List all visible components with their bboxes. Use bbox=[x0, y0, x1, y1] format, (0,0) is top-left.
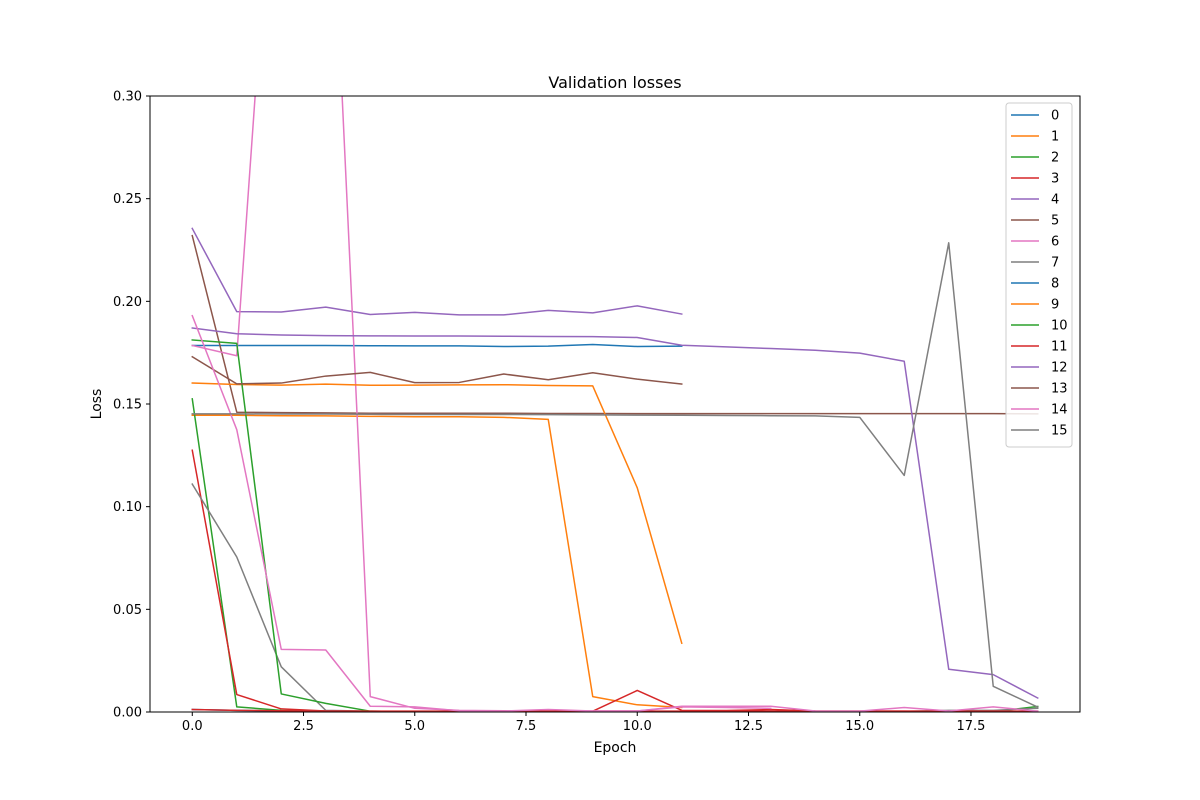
x-tick-label: 2.5 bbox=[293, 719, 314, 734]
y-tick-label: 0.00 bbox=[113, 706, 142, 721]
series-line-13 bbox=[191, 355, 683, 385]
series-line-9 bbox=[191, 382, 683, 645]
legend-label-13: 13 bbox=[1051, 382, 1068, 397]
plot-area bbox=[150, 96, 1080, 712]
legend-label-4: 4 bbox=[1051, 193, 1059, 208]
series-line-1 bbox=[191, 414, 683, 709]
x-axis-label: Epoch bbox=[594, 740, 637, 756]
y-tick-label: 0.25 bbox=[113, 192, 142, 207]
series-line-5 bbox=[191, 234, 1039, 415]
x-tick-label: 17.5 bbox=[957, 719, 986, 734]
legend-label-2: 2 bbox=[1051, 151, 1059, 166]
legend-label-1: 1 bbox=[1051, 130, 1059, 145]
x-tick-label: 7.5 bbox=[516, 719, 537, 734]
series-line-4 bbox=[191, 227, 683, 316]
series-line-0 bbox=[191, 343, 683, 348]
legend-label-7: 7 bbox=[1051, 256, 1059, 271]
legend-label-0: 0 bbox=[1051, 109, 1059, 124]
y-tick-label: 0.10 bbox=[113, 500, 142, 515]
legend-box bbox=[1005, 102, 1073, 448]
x-tick-label: 5.0 bbox=[404, 719, 425, 734]
legend-label-15: 15 bbox=[1051, 424, 1068, 439]
legend-label-12: 12 bbox=[1051, 361, 1068, 376]
legend-label-11: 11 bbox=[1051, 340, 1068, 355]
x-tick-label: 15.0 bbox=[845, 719, 874, 734]
x-tick-label: 0.0 bbox=[182, 719, 203, 734]
legend-label-3: 3 bbox=[1051, 172, 1059, 187]
series-line-14 bbox=[191, 314, 1039, 712]
legend-label-5: 5 bbox=[1051, 214, 1059, 229]
legend-label-14: 14 bbox=[1051, 403, 1068, 418]
y-axis-label: Loss bbox=[89, 389, 105, 420]
y-axis-ticks: 0.00 0.05 0.10 0.15 0.20 0.25 0.30 bbox=[113, 90, 150, 721]
x-tick-label: 12.5 bbox=[734, 719, 763, 734]
y-tick-label: 0.05 bbox=[113, 603, 142, 618]
legend-label-9: 9 bbox=[1051, 298, 1059, 313]
legend-label-8: 8 bbox=[1051, 277, 1059, 292]
y-tick-label: 0.20 bbox=[113, 295, 142, 310]
y-tick-label: 0.15 bbox=[113, 398, 142, 413]
x-axis-ticks: 0.0 2.5 5.0 7.5 10.0 12.5 15.0 17.5 bbox=[182, 712, 986, 734]
x-tick-label: 10.0 bbox=[623, 719, 652, 734]
series-line-15 bbox=[191, 242, 1039, 709]
series-line-12 bbox=[191, 327, 1039, 700]
legend-label-6: 6 bbox=[1051, 235, 1059, 250]
chart-title: Validation losses bbox=[548, 73, 681, 92]
y-tick-label: 0.30 bbox=[113, 90, 142, 105]
legend-label-10: 10 bbox=[1051, 319, 1068, 334]
